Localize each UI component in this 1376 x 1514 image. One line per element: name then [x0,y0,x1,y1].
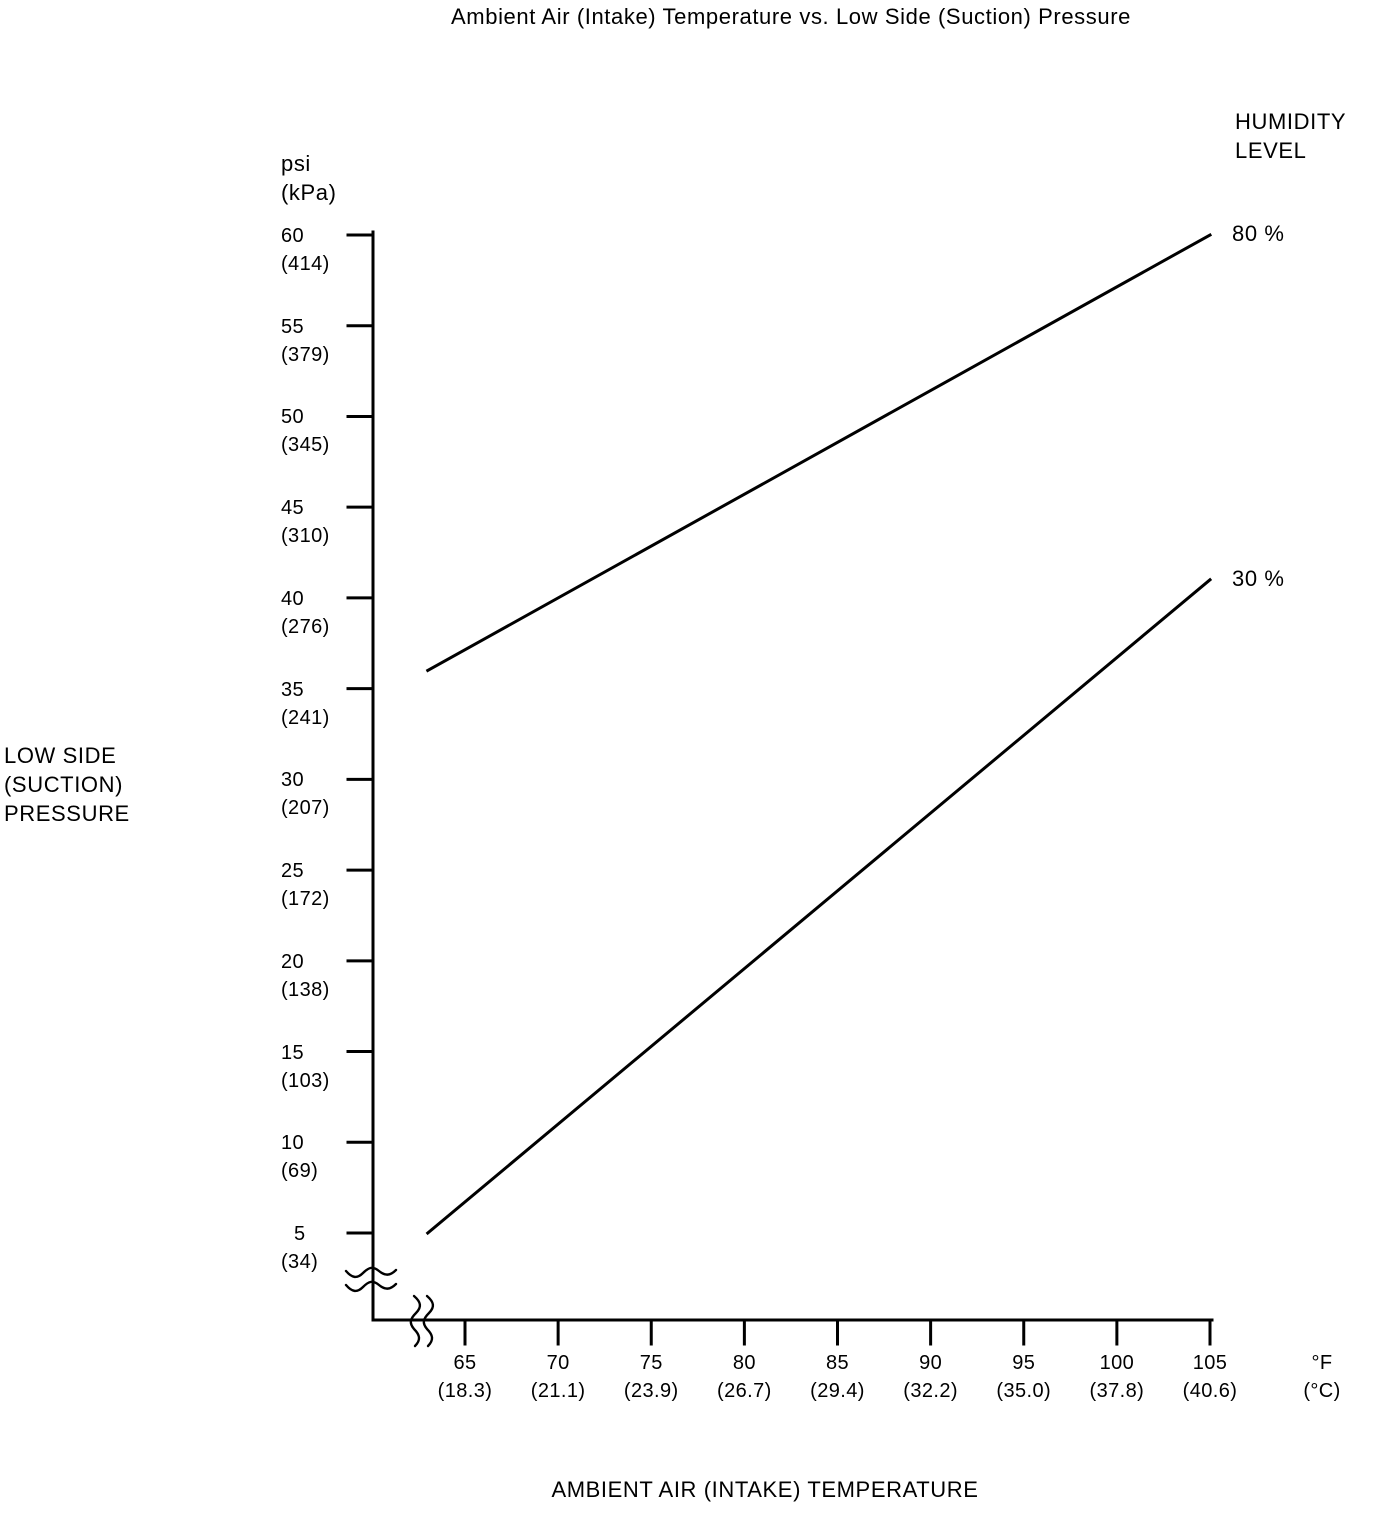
x-tick-f-value: 90 [919,1352,943,1374]
y-axis-break [344,1266,398,1279]
series-label-30-percent: 30 % [1232,565,1285,591]
y-tick-label: 50 (345) [281,403,330,459]
series-line-1 [425,577,1213,1236]
y-tick-kpa-value: (276) [281,615,330,638]
x-tick-c-value: (40.6) [1182,1380,1238,1402]
x-unit-celsius: (°C) [1303,1380,1341,1402]
y-tick-psi-value: 50 [281,406,305,429]
x-tick-label: 70 (21.1) [493,1349,623,1405]
y-tick-psi-value: 25 [281,860,305,883]
y-tick-kpa-value: (345) [281,434,330,457]
x-axis-title: AMBIENT AIR (INTAKE) TEMPERATURE [551,1477,979,1502]
x-axis-break [409,1294,422,1348]
x-tick-label: 85 (29.4) [773,1349,903,1405]
y-tick-label: 60 (414) [281,222,330,278]
x-tick-c-value: (18.3) [437,1380,493,1402]
x-tick-c-value: (37.8) [1089,1380,1145,1402]
series-label-80-percent: 80 % [1232,221,1285,246]
y-tick-kpa-value: (34) [281,1251,319,1273]
x-axis-break [422,1294,435,1348]
y-tick-kpa-value: (172) [281,888,330,911]
y-tick-kpa-value: (69) [281,1160,319,1183]
x-tick-f-value: 80 [732,1352,756,1374]
y-tick-kpa-value: (414) [281,253,330,275]
x-tick-label: 95 (35.0) [959,1349,1089,1405]
y-tick-label: 10 (69) [281,1129,318,1185]
x-tick-label: 105 (40.6) [1145,1349,1275,1405]
x-tick-label: 65 (18.3) [400,1349,530,1405]
x-tick-f-value: 105 [1192,1352,1228,1374]
y-tick-label: 30 (207) [281,766,330,822]
y-tick-kpa-value: (241) [281,706,330,729]
axis-lines [371,230,1214,1322]
y-axis-title: LOW SIDE (SUCTION) PRESSURE [4,743,130,826]
y-tick-psi-value: 45 [281,497,305,520]
y-axis-break [344,1280,398,1293]
y-tick-label: 20 (138) [281,948,330,1004]
y-tick-psi-value: 5 [294,1223,306,1245]
legend-title: HUMIDITY LEVEL [1235,109,1346,163]
y-tick-kpa-value: (379) [281,343,330,366]
y-tick-psi-value: 20 [281,950,305,973]
x-tick-f-value: 85 [825,1352,850,1374]
y-tick-label: 5 (34) [281,1220,318,1276]
x-tick-c-value: (29.4) [810,1380,865,1402]
y-tick-psi-value: 40 [281,587,305,610]
x-tick-f-value: 95 [1012,1352,1036,1374]
x-tick-c-value: (21.1) [530,1380,586,1402]
x-unit-fahrenheit: °F [1311,1352,1333,1374]
y-tick-psi-value: 15 [281,1041,305,1064]
y-tick-kpa-value: (207) [281,797,330,820]
x-tick-c-value: (32.2) [903,1380,958,1402]
x-tick-label: 90 (32.2) [866,1349,996,1405]
y-tick-label: 15 (103) [281,1039,330,1095]
x-tick-f-value: 75 [639,1352,663,1374]
x-tick-f-value: 65 [453,1352,477,1374]
y-tick-kpa-value: (138) [281,978,330,1001]
series-line-0 [425,232,1213,673]
y-tick-label: 45 (310) [281,494,330,550]
x-tick-label: 80 (26.7) [679,1349,809,1405]
y-tick-kpa-value: (310) [281,525,330,548]
x-tick-c-value: (35.0) [996,1380,1052,1402]
x-tick-c-value: (26.7) [717,1380,772,1402]
y-tick-psi-value: 10 [281,1132,305,1155]
y-tick-label: 25 (172) [281,857,330,913]
y-axis-unit-label: psi (kPa) [281,149,337,207]
y-tick-psi-value: 60 [281,225,305,247]
x-tick-c-value: (23.9) [623,1380,679,1402]
x-tick-f-value: 70 [546,1352,570,1374]
y-tick-psi-value: 55 [281,315,305,338]
x-tick-f-value: 100 [1099,1352,1135,1374]
x-tick-label: 75 (23.9) [586,1349,716,1405]
y-tick-psi-value: 30 [281,769,305,792]
y-tick-label: 40 (276) [281,585,330,641]
y-tick-label: 55 (379) [281,313,330,369]
chart-title: Ambient Air (Intake) Temperature vs. Low… [451,4,1131,29]
y-tick-label: 35 (241) [281,676,330,732]
x-axis-unit-label: °F (°C) [1272,1349,1372,1405]
y-unit-kpa: (kPa) [281,180,337,205]
y-unit-psi: psi [281,151,311,176]
y-tick-kpa-value: (103) [281,1069,330,1092]
y-tick-psi-value: 35 [281,678,305,701]
x-tick-label: 100 (37.8) [1052,1349,1182,1405]
